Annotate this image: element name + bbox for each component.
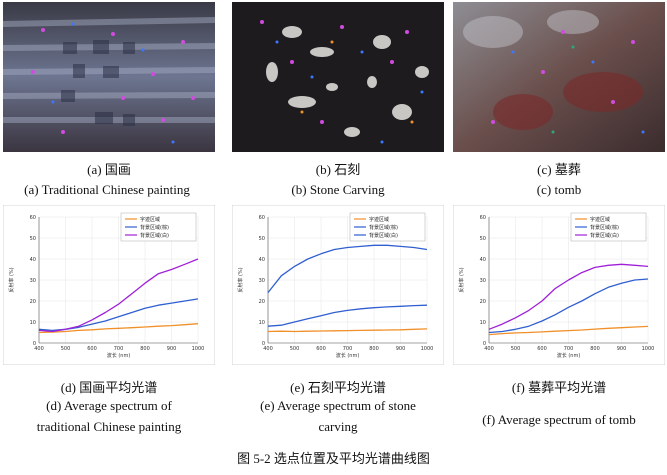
series-line-0 bbox=[38, 323, 199, 334]
x-tick-label: 700 bbox=[564, 346, 574, 352]
caption-b-zh: (b) 石刻 bbox=[315, 162, 361, 177]
chart-painting-spectrum: 0 10 20 30 40 50 60 400 500 600 700 800 900 1000 波长 (n… bbox=[3, 205, 215, 365]
caption-e-en-line2: carving bbox=[318, 419, 358, 434]
y-tick-label: 10 bbox=[30, 320, 36, 326]
y-tick-label: 0 bbox=[33, 341, 36, 347]
caption-d-en-line1: (d) Average spectrum of bbox=[46, 398, 172, 413]
legend-label: 背景区域(白) bbox=[140, 232, 169, 239]
x-tick-label: 500 bbox=[290, 346, 300, 352]
chart-svg-2: 0 10 20 30 40 50 60 400 500 600 700 800 900 1000 波长 (n… bbox=[453, 205, 665, 365]
x-tick-label: 600 bbox=[316, 346, 326, 352]
x-tick-label: 1000 bbox=[192, 346, 205, 352]
y-axis-label: 反射率 (%) bbox=[237, 267, 244, 292]
legend-label: 背景区域(棕) bbox=[140, 224, 169, 231]
caption-d-en-line2: traditional Chinese painting bbox=[36, 419, 182, 434]
x-tick-label: 900 bbox=[617, 346, 627, 352]
x-tick-label: 400 bbox=[484, 346, 494, 352]
series-line-2 bbox=[267, 244, 428, 294]
x-tick-label: 800 bbox=[369, 346, 379, 352]
y-tick-label: 20 bbox=[30, 299, 36, 305]
y-tick-label: 20 bbox=[259, 299, 265, 305]
y-tick-label: 0 bbox=[262, 341, 265, 347]
legend-label: 背景区域(棕) bbox=[369, 224, 398, 231]
x-tick-label: 900 bbox=[167, 346, 177, 352]
caption-c-en: (c) tomb bbox=[536, 182, 582, 197]
series-line-0 bbox=[267, 328, 428, 333]
y-tick-label: 20 bbox=[480, 299, 486, 305]
chart-svg-0: 0 10 20 30 40 50 60 400 500 600 700 800 900 1000 波长 (n… bbox=[3, 205, 215, 365]
y-tick-label: 60 bbox=[259, 215, 265, 221]
legend-label: 背景区域(白) bbox=[590, 232, 619, 239]
series-line-0 bbox=[488, 325, 649, 336]
caption-f-en-line1: (f) Average spectrum of tomb bbox=[482, 412, 636, 427]
y-axis-label: 反射率 (%) bbox=[458, 267, 465, 292]
y-tick-label: 10 bbox=[259, 320, 265, 326]
y-axis-label: 反射率 (%) bbox=[8, 267, 15, 292]
x-tick-label: 500 bbox=[61, 346, 71, 352]
caption-a-zh: (a) 国画 bbox=[87, 162, 131, 177]
series-line-2 bbox=[38, 258, 199, 333]
x-axis-label: 波长 (nm) bbox=[336, 352, 360, 359]
y-tick-label: 60 bbox=[30, 215, 36, 221]
y-tick-label: 30 bbox=[480, 278, 486, 284]
legend-label: 字迹区域 bbox=[590, 216, 610, 223]
caption-e-en-line1: (e) Average spectrum of stone bbox=[260, 398, 416, 413]
y-tick-label: 30 bbox=[259, 278, 265, 284]
y-tick-label: 50 bbox=[259, 236, 265, 242]
x-tick-label: 700 bbox=[114, 346, 124, 352]
caption-e-zh: (e) 石刻平均光谱 bbox=[290, 380, 386, 395]
y-tick-label: 10 bbox=[480, 320, 486, 326]
caption-c-zh: (c) 墓葬 bbox=[537, 162, 581, 177]
x-tick-label: 500 bbox=[511, 346, 521, 352]
photo-tomb bbox=[453, 2, 665, 152]
x-tick-label: 600 bbox=[87, 346, 97, 352]
x-tick-label: 1000 bbox=[421, 346, 434, 352]
x-tick-label: 400 bbox=[34, 346, 44, 352]
y-tick-label: 0 bbox=[483, 341, 486, 347]
legend-label: 字迹区域 bbox=[369, 216, 389, 223]
legend-label: 字迹区域 bbox=[140, 216, 160, 223]
series-line-2 bbox=[488, 263, 649, 330]
x-tick-label: 600 bbox=[537, 346, 547, 352]
legend-label: 背景区域(棕) bbox=[590, 224, 619, 231]
photo-painting bbox=[3, 2, 215, 152]
x-tick-label: 700 bbox=[343, 346, 353, 352]
caption-a-en: (a) Traditional Chinese painting bbox=[24, 182, 190, 197]
x-tick-label: 1000 bbox=[642, 346, 655, 352]
y-tick-label: 50 bbox=[30, 236, 36, 242]
y-tick-label: 30 bbox=[30, 278, 36, 284]
y-tick-label: 40 bbox=[30, 257, 36, 263]
x-tick-label: 800 bbox=[140, 346, 150, 352]
y-tick-label: 40 bbox=[259, 257, 265, 263]
chart-tomb-spectrum: 0 10 20 30 40 50 60 400 500 600 700 800 900 1000 波长 (n… bbox=[453, 205, 665, 365]
figure-caption: 图 5-2 选点位置及平均光谱曲线图 bbox=[237, 451, 430, 466]
x-axis-label: 波长 (nm) bbox=[107, 352, 131, 359]
y-tick-label: 50 bbox=[480, 236, 486, 242]
caption-f-zh: (f) 墓葬平均光谱 bbox=[511, 380, 607, 395]
series-line-1 bbox=[488, 278, 649, 334]
chart-stone-spectrum: 0 10 20 30 40 50 60 400 500 600 700 800 900 1000 波长 (n… bbox=[232, 205, 444, 365]
chart-svg-1: 0 10 20 30 40 50 60 400 500 600 700 800 900 1000 波长 (n… bbox=[232, 205, 444, 365]
legend-label: 背景区域(白) bbox=[369, 232, 398, 239]
y-tick-label: 40 bbox=[480, 257, 486, 263]
series-line-1 bbox=[267, 304, 428, 327]
caption-d-zh: (d) 国画平均光谱 bbox=[60, 380, 158, 395]
y-tick-label: 60 bbox=[480, 215, 486, 221]
x-tick-label: 900 bbox=[396, 346, 406, 352]
x-tick-label: 800 bbox=[590, 346, 600, 352]
caption-b-en: (b) Stone Carving bbox=[291, 182, 385, 197]
photo-stone-carving bbox=[232, 2, 444, 152]
x-tick-label: 400 bbox=[263, 346, 273, 352]
x-axis-label: 波长 (nm) bbox=[557, 352, 581, 359]
